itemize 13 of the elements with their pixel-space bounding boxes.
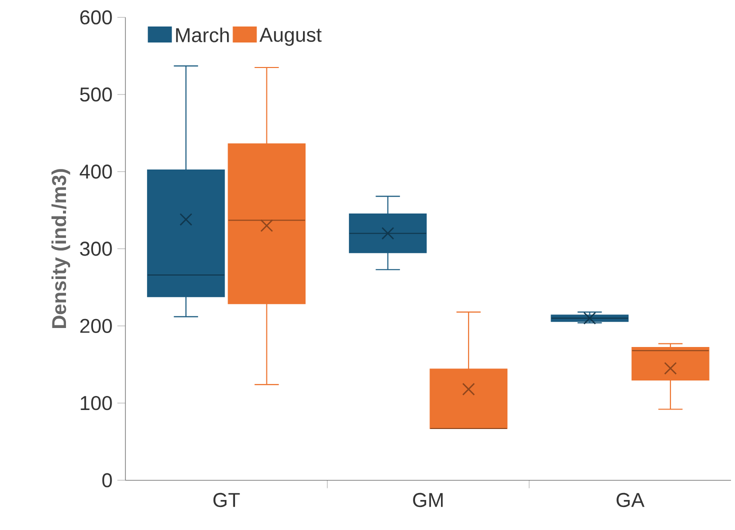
y-tick-label: 600	[80, 10, 112, 24]
x-tick-label: GM	[413, 492, 443, 507]
y-tick-label: 300	[80, 242, 112, 256]
legend-label: August	[259, 28, 322, 46]
x-tick-label: GA	[616, 492, 644, 507]
y-tick-label: 400	[80, 164, 112, 179]
legend-label: March	[176, 27, 229, 42]
y-tick-label: 500	[80, 87, 112, 102]
y-tick-label: 100	[80, 396, 112, 410]
y-tick-label: 200	[80, 318, 112, 333]
y-axis-title: Density (ind./m3)	[51, 169, 70, 328]
x-tick-label: GT	[213, 492, 240, 507]
y-tick-label: 0	[102, 473, 112, 488]
